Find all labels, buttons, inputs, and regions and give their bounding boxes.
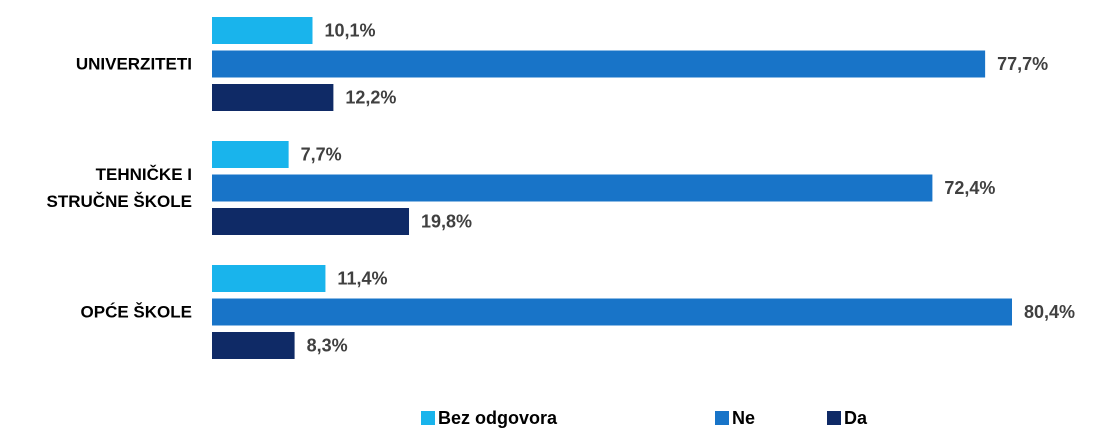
value-label: 80,4% xyxy=(1024,302,1075,322)
value-label: 10,1% xyxy=(324,20,375,40)
legend-swatch xyxy=(827,411,841,425)
legend-swatch xyxy=(715,411,729,425)
value-label: 7,7% xyxy=(301,144,342,164)
value-label: 77,7% xyxy=(997,54,1048,74)
value-label: 72,4% xyxy=(944,178,995,198)
legend-swatch xyxy=(421,411,435,425)
bar xyxy=(212,84,334,111)
bar xyxy=(212,141,289,168)
category-label: TEHNIČKE I STRUČNE ŠKOLE xyxy=(46,164,192,211)
category-label: OPĆE ŠKOLE xyxy=(80,302,192,322)
legend-label: Ne xyxy=(732,408,755,428)
value-label: 19,8% xyxy=(421,211,472,231)
bar xyxy=(212,332,295,359)
bar xyxy=(212,265,326,292)
bar xyxy=(212,17,313,44)
legend-label: Da xyxy=(844,408,868,428)
value-label: 11,4% xyxy=(337,268,387,288)
bar xyxy=(212,208,410,235)
bar xyxy=(212,50,986,78)
value-label: 8,3% xyxy=(307,335,348,355)
bar xyxy=(212,174,933,202)
bar xyxy=(212,298,1012,326)
category-label: UNIVERZITETI xyxy=(75,54,192,74)
legend-label: Bez odgovora xyxy=(438,408,558,428)
value-label: 12,2% xyxy=(345,87,396,107)
